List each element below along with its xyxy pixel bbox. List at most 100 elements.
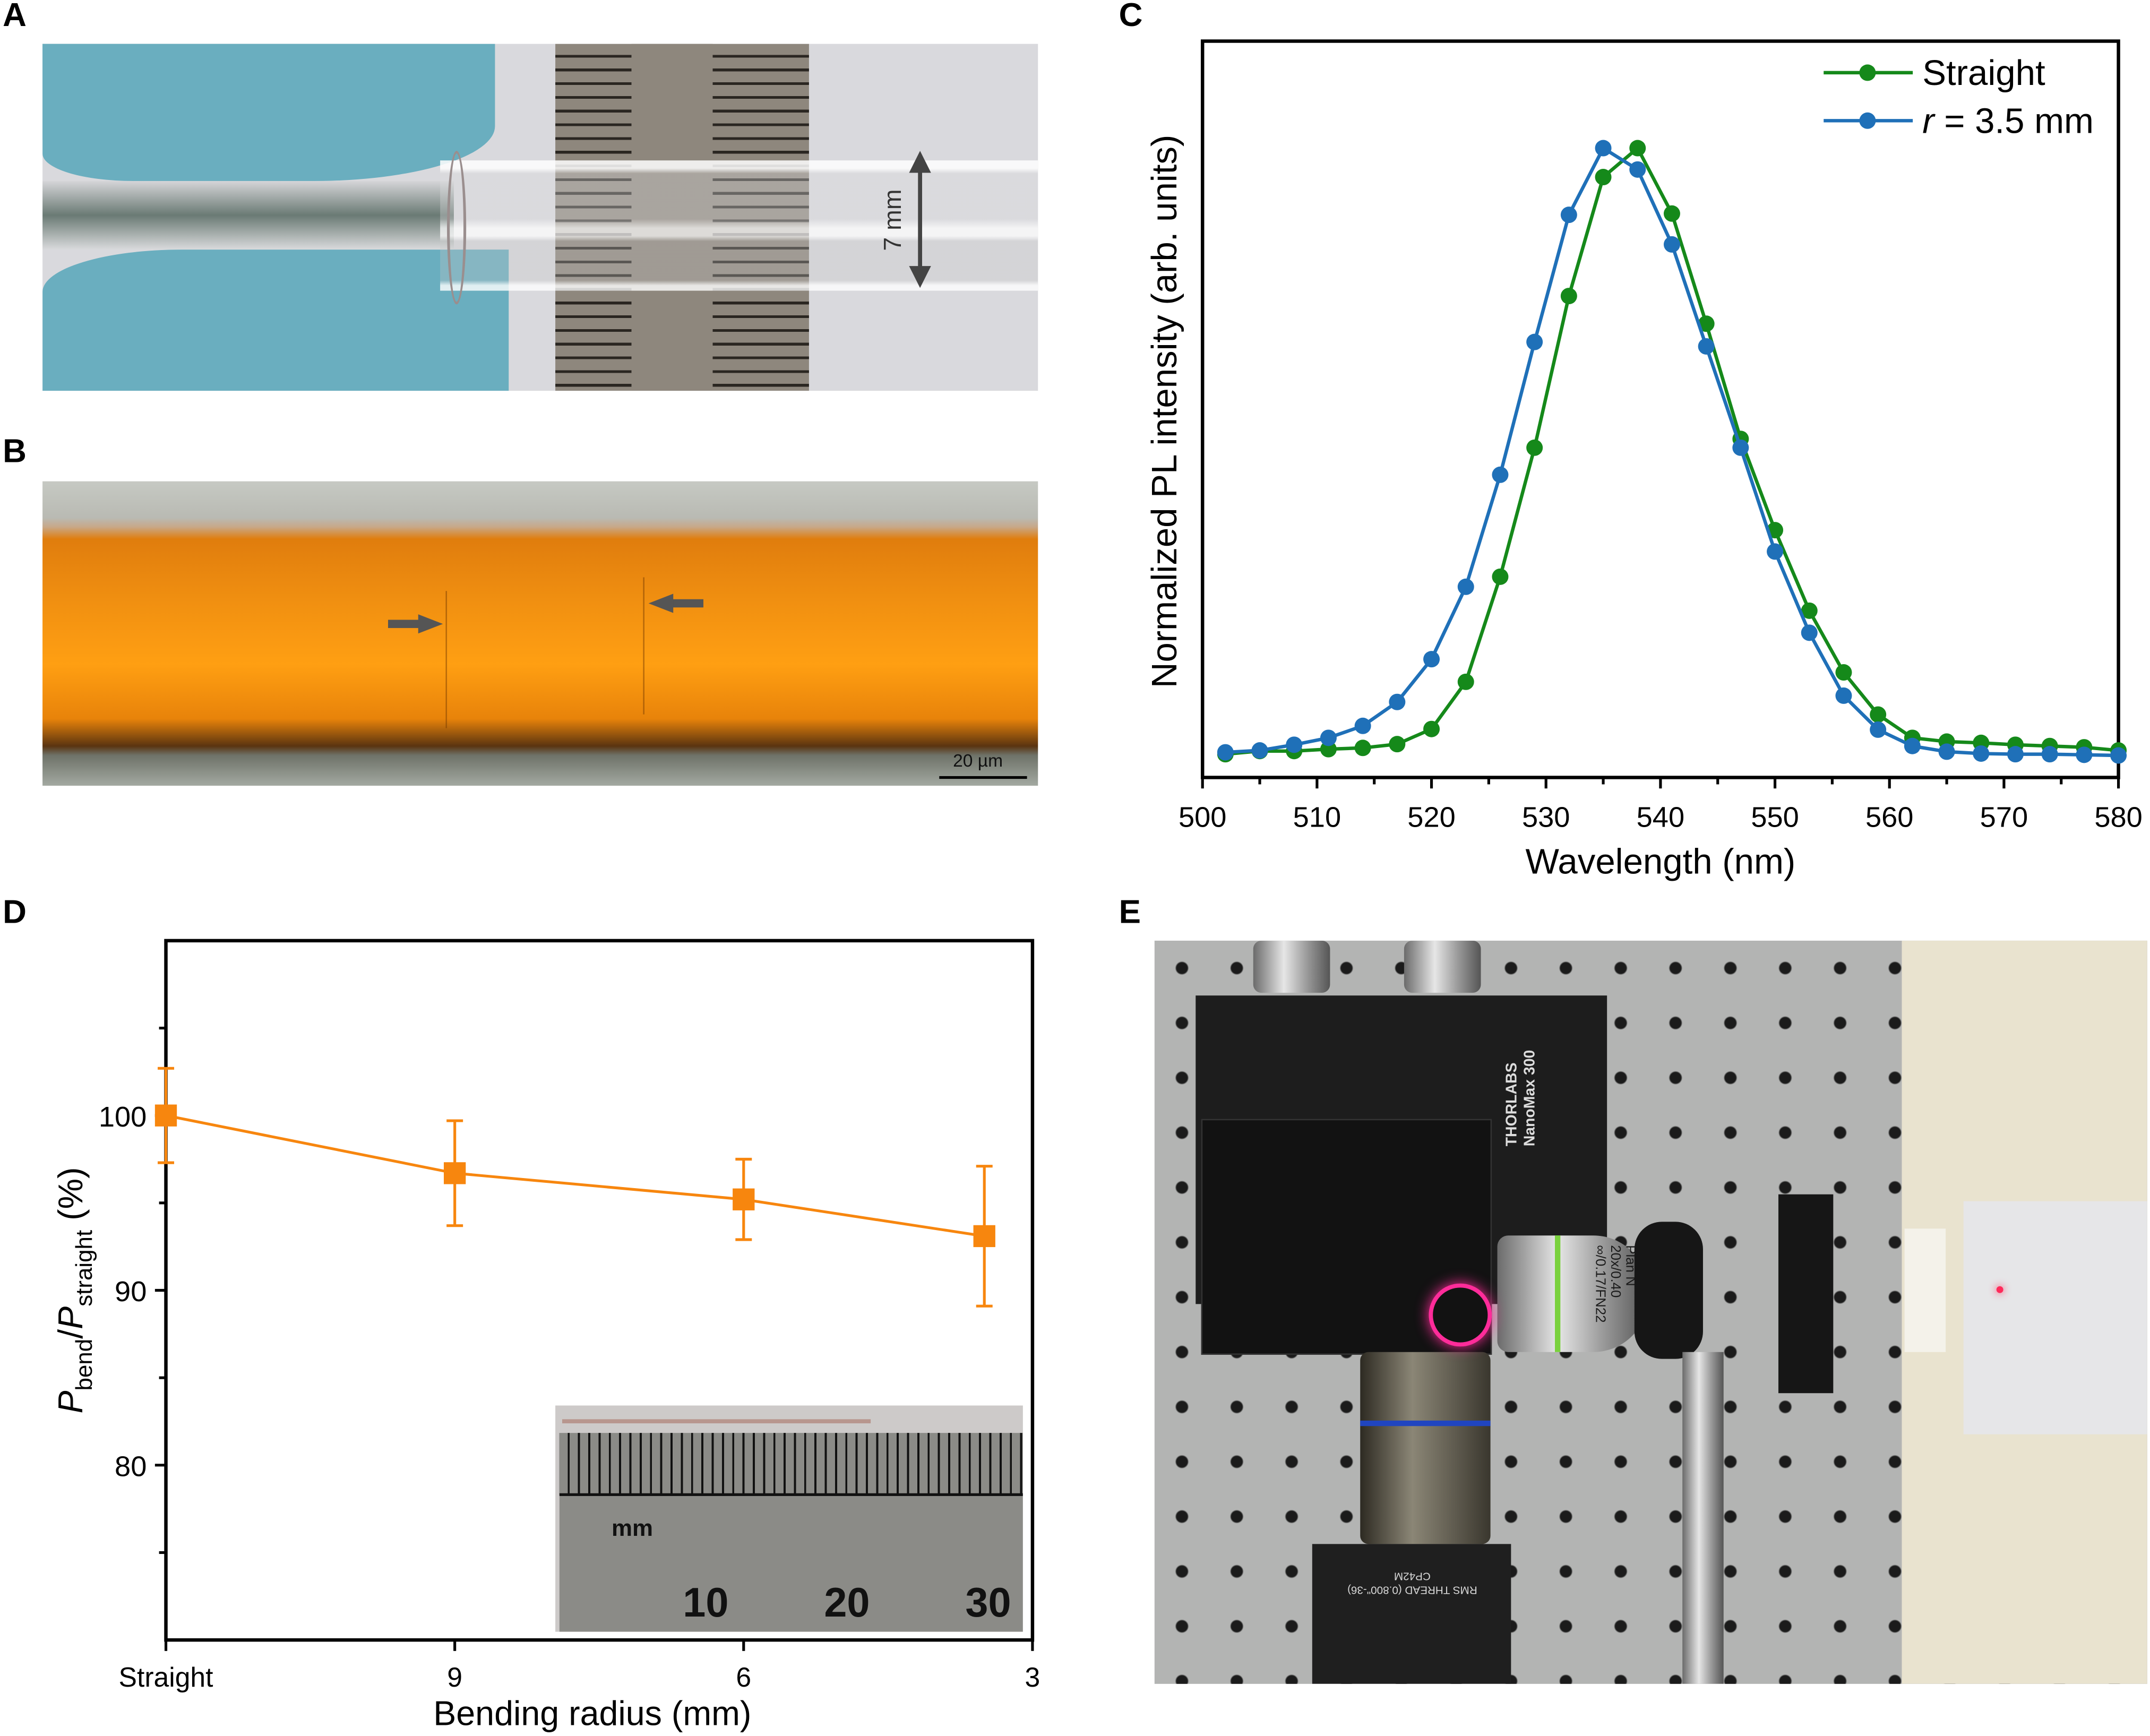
- panel-label-b: B: [3, 433, 27, 470]
- inset-label-20: 20: [824, 1581, 870, 1627]
- data-point: [733, 1188, 755, 1210]
- data-point-1: [2076, 746, 2093, 763]
- arrow-right-icon: [388, 614, 443, 634]
- data-point-1: [2007, 746, 2024, 763]
- data-point-0: [1663, 205, 1680, 222]
- screen-card: [1963, 1201, 2147, 1434]
- data-point: [443, 1162, 466, 1184]
- data-point-1: [1389, 693, 1406, 710]
- inset-ruler-edge: [559, 1493, 1023, 1496]
- data-point-0: [1389, 736, 1406, 753]
- data-point-1: [1767, 543, 1784, 560]
- chart-d-ylabel: Pbend/Pstraight (%): [51, 1167, 97, 1413]
- data-point-1: [1732, 439, 1749, 456]
- inset-unit: mm: [611, 1515, 653, 1542]
- knob-z: [1404, 940, 1481, 993]
- chart-c-frame: [1200, 39, 2120, 779]
- legend: Straight r = 3.5 mm: [1824, 53, 2094, 141]
- data-point-1: [1526, 333, 1543, 350]
- panel-label-e: E: [1119, 894, 1141, 931]
- data-point-1: [1286, 736, 1303, 753]
- data-point-0: [1801, 602, 1818, 619]
- x-tick-label: 500: [1179, 801, 1227, 833]
- x-tick-label: 570: [1980, 801, 2028, 833]
- y-tick-label: 90: [115, 1276, 147, 1308]
- data-point-1: [1904, 737, 1921, 754]
- data-point-0: [1629, 140, 1646, 157]
- data-point-1: [1870, 721, 1887, 738]
- data-point-1: [1560, 207, 1577, 224]
- inset-ruler: mm 10 20 30: [559, 1433, 1023, 1632]
- objective-ring-green: [1555, 1235, 1561, 1352]
- panel-label-c: C: [1119, 0, 1143, 35]
- data-point-0: [1354, 740, 1371, 757]
- x-tick-label: 560: [1865, 801, 1913, 833]
- data-point-1: [2110, 747, 2127, 764]
- fiber-ring: [447, 151, 467, 305]
- x-tick-label: 3: [1025, 1662, 1040, 1692]
- x-tick-label: 510: [1293, 801, 1341, 833]
- photo-optical-setup: THORLABS NanoMax 300 Plan N 20x/0.40 ∞/0.17…: [1154, 940, 2147, 1684]
- scale-bar-label: 20 µm: [953, 750, 1003, 771]
- knob-x: [1253, 940, 1330, 993]
- laser-spot: [1996, 1286, 2003, 1293]
- inset-label-10: 10: [683, 1581, 729, 1627]
- data-point-1: [1457, 578, 1474, 595]
- data-point-0: [1320, 741, 1337, 758]
- legend-marker-bent: [1859, 112, 1876, 129]
- data-point-1: [1423, 651, 1440, 668]
- data-point-0: [1492, 568, 1509, 585]
- x-tick-label: 520: [1407, 801, 1456, 833]
- chart-d-xlabel: Bending radius (mm): [433, 1694, 751, 1732]
- series-line: [166, 1114, 985, 1237]
- chart-d-bending-loss: 80 90 100 Straight 9 6 3 Bending radius (mm) P…: [51, 939, 1040, 1732]
- data-point-1: [1354, 717, 1371, 734]
- data-point-1: [1835, 687, 1852, 704]
- data-point-1: [2041, 746, 2058, 763]
- data-point-0: [1698, 315, 1715, 332]
- data-point: [973, 1225, 995, 1248]
- data-point-1: [1973, 745, 1990, 762]
- objective-mount: [1634, 1222, 1703, 1359]
- chart-c-ylabel: Normalized PL intensity (arb. units): [1145, 135, 1184, 688]
- x-tick-label: Straight: [119, 1662, 213, 1692]
- data-point-1: [1629, 161, 1646, 178]
- legend-marker-straight: [1859, 64, 1876, 81]
- double-arrow-icon: [909, 151, 931, 288]
- legend-label-straight: Straight: [1922, 53, 2045, 93]
- data-point-1: [1801, 624, 1818, 641]
- panel-label-a: A: [3, 0, 27, 35]
- post: [1682, 1352, 1724, 1684]
- objective-ring-blue: [1360, 1420, 1491, 1426]
- x-tick-label: 530: [1522, 801, 1570, 833]
- screen-clip: [1904, 1228, 1946, 1352]
- data-point-0: [1526, 439, 1543, 456]
- data-point-0: [1870, 706, 1887, 723]
- bent-fiber-glow: [1429, 1283, 1492, 1347]
- x-tick-label: 550: [1751, 801, 1799, 833]
- data-point-0: [1560, 288, 1577, 305]
- legend-label-bent: r = 3.5 mm: [1922, 101, 2094, 141]
- data-point-0: [1423, 720, 1440, 737]
- data-point-1: [1938, 743, 1955, 760]
- joint-line-right: [643, 577, 644, 715]
- glove-gap: [42, 181, 454, 250]
- data-point: [154, 1104, 177, 1127]
- arrow-left-icon: [648, 594, 704, 613]
- data-point-1: [1251, 742, 1268, 759]
- inset-fiber: [562, 1419, 871, 1424]
- data-point-0: [1835, 664, 1852, 681]
- glove-top: [42, 44, 441, 140]
- inset-label-30: 30: [965, 1581, 1011, 1627]
- data-point-0: [1595, 169, 1612, 186]
- x-tick-label: 6: [736, 1662, 751, 1692]
- inset-ruler-ticks: [559, 1433, 1023, 1495]
- data-point-1: [1217, 744, 1234, 761]
- objective-20x: [1497, 1235, 1648, 1352]
- x-tick-label: 580: [2094, 801, 2143, 833]
- chart-c-xlabel: Wavelength (nm): [1526, 841, 1796, 881]
- cage-plate: [1312, 1544, 1511, 1684]
- data-point-0: [1457, 673, 1474, 690]
- inset-fiber-on-ruler: mm 10 20 30: [555, 1405, 1023, 1632]
